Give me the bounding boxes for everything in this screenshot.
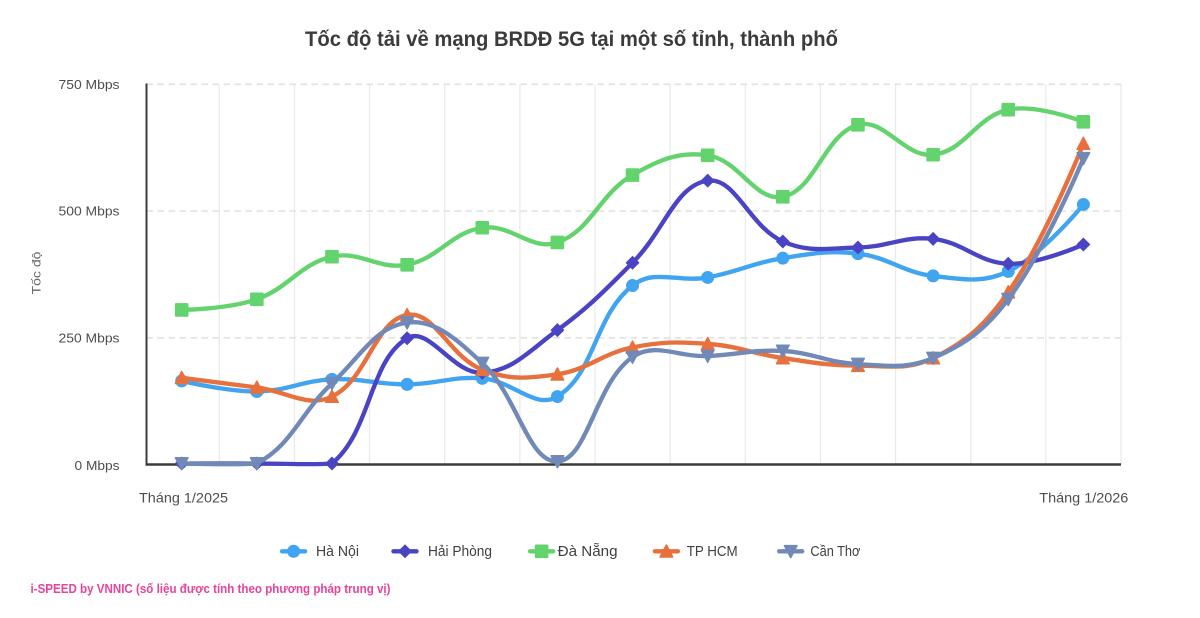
svg-text:500 Mbps: 500 Mbps bbox=[59, 204, 121, 219]
svg-text:Tốc độ tải về mạng BRDĐ 5G tại: Tốc độ tải về mạng BRDĐ 5G tại một số tỉ… bbox=[305, 28, 838, 51]
svg-text:250 Mbps: 250 Mbps bbox=[59, 331, 121, 346]
svg-text:TP HCM: TP HCM bbox=[687, 544, 738, 560]
svg-text:Hải Phòng: Hải Phòng bbox=[428, 544, 492, 560]
svg-text:0 Mbps: 0 Mbps bbox=[75, 458, 121, 473]
svg-text:Cần Thơ: Cần Thơ bbox=[810, 544, 860, 560]
svg-text:i-SPEED by VNNIC (số liệu được: i-SPEED by VNNIC (số liệu được tính theo… bbox=[31, 581, 391, 596]
svg-text:Tháng 1/2026: Tháng 1/2026 bbox=[1039, 490, 1128, 506]
svg-text:Tháng 1/2025: Tháng 1/2025 bbox=[139, 490, 228, 506]
svg-text:Hà Nội: Hà Nội bbox=[316, 544, 359, 560]
svg-text:Tốc độ: Tốc độ bbox=[30, 251, 44, 294]
svg-text:Đà Nẵng: Đà Nẵng bbox=[558, 543, 618, 560]
svg-text:750 Mbps: 750 Mbps bbox=[59, 77, 121, 92]
